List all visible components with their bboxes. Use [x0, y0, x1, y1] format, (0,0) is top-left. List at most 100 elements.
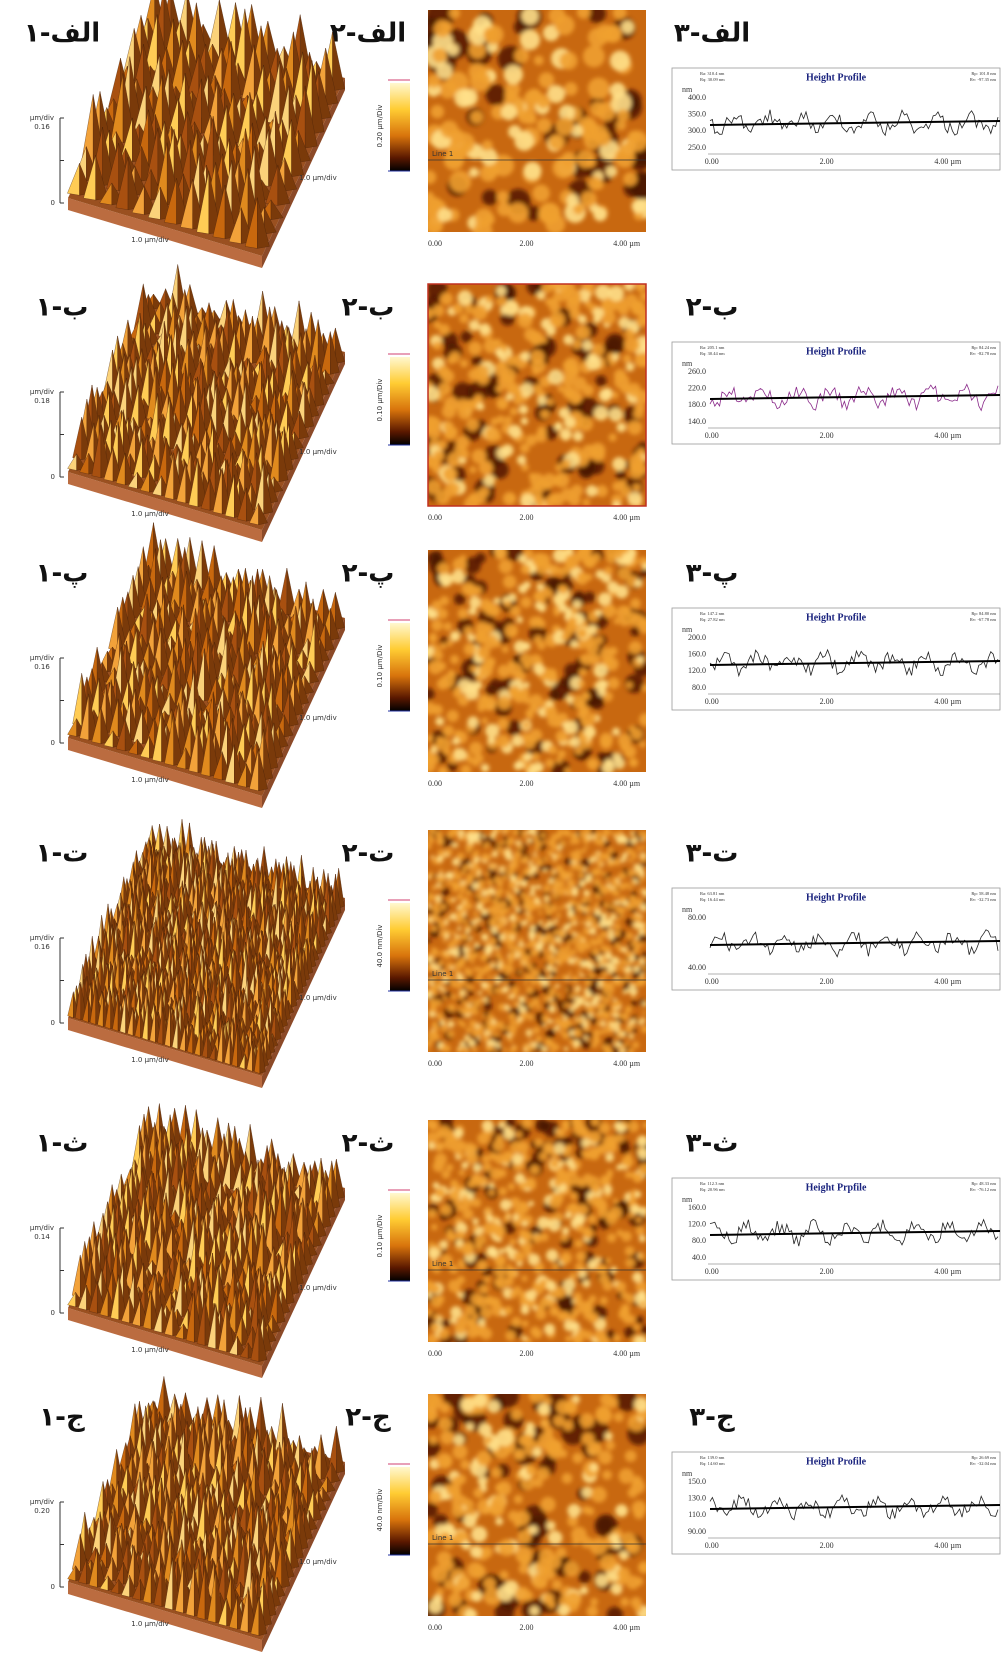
afm-grain [529, 934, 535, 940]
afm-pit [486, 84, 507, 105]
afm-grain [539, 203, 559, 223]
panel-label: پ-۲ [342, 559, 395, 589]
afm-grain [619, 872, 627, 880]
afm-grain [526, 986, 534, 994]
afm-grain [578, 875, 582, 879]
afm-grain [424, 386, 439, 401]
afm-grain [547, 983, 551, 987]
afm-grain [588, 653, 600, 665]
afm-grain [470, 665, 477, 672]
afm-grain [620, 914, 624, 918]
afm-grain [586, 557, 596, 567]
afm-grain [547, 850, 554, 857]
afm-grain [601, 299, 610, 308]
afm-grain [435, 717, 444, 726]
afm-grain [483, 475, 495, 487]
afm-image [424, 827, 650, 1057]
afm-grain [438, 382, 451, 395]
afm-grain [520, 892, 526, 898]
afm-grain [541, 833, 545, 837]
afm-grain [606, 166, 618, 178]
afm-grain [614, 618, 621, 625]
afm-grain [605, 1048, 613, 1056]
afm-grain [612, 457, 626, 471]
afm-grain [607, 581, 619, 593]
afm-pit [546, 1030, 555, 1039]
afm-grain [457, 927, 461, 931]
afm-grain [518, 996, 525, 1003]
afm-grain [461, 870, 466, 875]
afm-grain [616, 606, 630, 620]
afm-pit [597, 752, 607, 762]
afm-grain [639, 291, 649, 301]
afm-grain [474, 394, 484, 404]
afm-grain [464, 496, 479, 511]
afm-grain [496, 734, 510, 748]
afm-grain [642, 1001, 647, 1006]
afm-pit [590, 1017, 598, 1025]
afm-grain [520, 597, 531, 608]
afm-grain [490, 418, 498, 426]
afm-grain [592, 948, 600, 956]
colorbar-label: 0.20 µm/Div [376, 105, 384, 148]
afm-grain [536, 885, 541, 890]
afm-grain [549, 312, 565, 328]
afm-grain [424, 646, 434, 656]
profile-stat: Rp: 84.80 nm [971, 611, 996, 616]
afm-pit [484, 1002, 492, 1010]
profile-title: Height Profile [806, 612, 867, 623]
afm-grain [520, 443, 530, 453]
afm-grain [496, 846, 502, 852]
afm-grain [563, 360, 574, 371]
afm-grain [620, 618, 628, 626]
afm-grain [558, 407, 569, 418]
afm-grain [627, 1048, 634, 1055]
afm-grain [428, 660, 442, 674]
x-tick-label: 0.00 [428, 239, 442, 248]
afm-grain [440, 643, 447, 650]
afm-grain [449, 171, 471, 193]
colorbar [390, 357, 410, 445]
afm-grain [452, 844, 456, 848]
afm-grain [573, 431, 583, 441]
afm-grain [625, 329, 634, 338]
afm-pit [564, 858, 571, 865]
afm-grain [619, 834, 627, 842]
afm-grain [520, 351, 530, 361]
afm-pit [426, 938, 431, 943]
profile-stat: Rv: -82.78 nm [970, 351, 997, 356]
y-tick-label: 80.0 [692, 683, 706, 692]
afm-grain [479, 323, 491, 335]
colorbar [390, 623, 410, 711]
afm-grain [503, 575, 516, 588]
afm-grain [555, 15, 575, 35]
afm-grain [616, 918, 620, 922]
afm-grain [550, 297, 558, 305]
afm-grain [576, 325, 590, 339]
afm-grain [453, 132, 475, 154]
afm-grain [624, 337, 640, 353]
panel-row: الف-۱الف-۲الف-۳µm/div0.1601.0 µm/div1.0 … [24, 0, 1000, 268]
afm-grain [508, 203, 528, 223]
afm-grain [634, 579, 642, 587]
x-tick-label: 4.00 µm [613, 513, 641, 522]
colorbar-label: 0.10 µm/Div [376, 379, 384, 422]
afm-grain [467, 634, 475, 642]
afm-grain [565, 608, 572, 615]
afm-grain [474, 942, 479, 947]
y-tick-label: 140.0 [688, 417, 706, 426]
afm-grain [485, 724, 499, 738]
afm-grain [582, 340, 593, 351]
afm-grain [577, 5, 591, 19]
afm-grain [574, 746, 583, 755]
afm-grain [443, 725, 454, 736]
afm-grain [483, 635, 497, 649]
profile-stat: Rp: 84.24 nm [971, 345, 996, 350]
x-tick-label: 4.00 µm [934, 431, 962, 440]
afm-grain [609, 647, 618, 656]
surface-peak [68, 454, 77, 471]
afm-grain [609, 433, 617, 441]
afm-grain [469, 167, 479, 177]
afm-grain [484, 27, 498, 41]
afm-grain [578, 681, 585, 688]
